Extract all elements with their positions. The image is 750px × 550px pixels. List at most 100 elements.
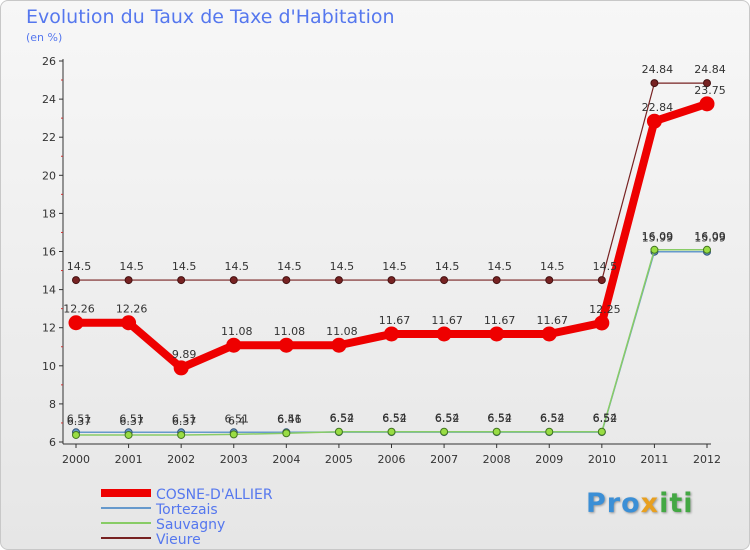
data-point: [282, 429, 291, 438]
data-label: 6.51: [67, 412, 92, 425]
data-label: 12.25: [589, 303, 621, 316]
data-point: [121, 315, 137, 331]
x-tick-label: 2009: [535, 453, 563, 466]
data-point: [173, 360, 189, 376]
data-label: 9.89: [172, 348, 197, 361]
data-label: 24.84: [694, 63, 726, 76]
data-point: [226, 337, 242, 353]
data-point: [436, 326, 452, 342]
x-tick-label: 2011: [640, 453, 668, 466]
data-point: [594, 315, 610, 331]
data-label: 6.37: [67, 415, 92, 428]
data-point: [492, 276, 501, 285]
data-label: 6.54: [435, 412, 460, 425]
data-label: 6.37: [119, 415, 144, 428]
y-tick-label: 20: [42, 169, 56, 182]
data-point: [646, 113, 662, 129]
x-tick-label: 2001: [115, 453, 143, 466]
data-point: [384, 326, 399, 342]
data-label: 6.51: [277, 412, 302, 425]
legend-label: Vieure: [156, 532, 201, 548]
data-label: 6.54: [382, 412, 407, 425]
data-point: [650, 245, 659, 254]
data-label: 16.09: [642, 230, 674, 243]
x-tick-label: 2008: [483, 453, 511, 466]
legend-label: Tortezais: [155, 502, 218, 518]
data-label: 6.52: [435, 412, 460, 425]
y-tick-label: 18: [42, 207, 56, 220]
data-point: [545, 276, 554, 285]
data-label: 11.08: [221, 325, 253, 338]
x-tick-label: 2010: [588, 453, 616, 466]
data-point: [703, 79, 711, 88]
data-label: 14.5: [540, 260, 565, 273]
data-point: [440, 427, 449, 436]
data-point: [440, 276, 449, 285]
chart-title: Evolution du Taux de Taxe d'Habitation: [26, 6, 395, 28]
data-point: [229, 276, 238, 285]
data-label: 11.08: [326, 325, 358, 338]
data-point: [177, 276, 186, 285]
data-label: 14.5: [67, 260, 92, 273]
proxiti-logo: Proxiti: [586, 488, 694, 519]
data-label: 14.5: [330, 260, 355, 273]
data-label: 24.84: [642, 63, 674, 76]
data-label: 6.54: [330, 412, 355, 425]
data-label: 11.08: [274, 325, 306, 338]
x-tick-label: 2007: [430, 453, 458, 466]
logo-part-1: Pro: [586, 488, 641, 519]
y-tick-label: 6: [49, 436, 56, 449]
data-label: 6.51: [172, 412, 197, 425]
data-point: [387, 276, 396, 285]
series-line: [76, 82, 707, 281]
data-label: 6.54: [487, 412, 512, 425]
y-tick-label: 12: [42, 322, 56, 335]
legend-label: Sauvagny: [156, 517, 225, 533]
data-label: 6.37: [172, 415, 197, 428]
data-label: 22.84: [642, 101, 674, 114]
data-point: [492, 427, 501, 436]
data-label: 6.4: [228, 414, 246, 427]
x-tick-label: 2004: [272, 453, 300, 466]
data-label: 14.5: [172, 260, 197, 273]
y-tick-label: 8: [49, 398, 56, 411]
data-label: 11.67: [379, 314, 411, 327]
data-label: 12.26: [63, 303, 95, 316]
data-point: [124, 430, 133, 439]
x-tick-label: 2012: [693, 453, 721, 466]
data-label: 6.52: [593, 412, 618, 425]
data-point: [72, 430, 80, 439]
y-tick-label: 14: [42, 284, 56, 297]
x-tick-label: 2006: [378, 453, 406, 466]
data-point: [387, 427, 396, 436]
x-tick-label: 2002: [167, 453, 195, 466]
data-point: [703, 245, 711, 254]
series-vieure: [72, 79, 711, 285]
data-label: 6.52: [540, 412, 565, 425]
y-tick-label: 10: [42, 360, 56, 373]
data-label: 16.09: [694, 230, 726, 243]
data-label: 6.52: [487, 412, 512, 425]
data-label: 14.5: [487, 260, 512, 273]
x-tick-label: 2005: [325, 453, 353, 466]
legend-label: COSNE-D'ALLIER: [156, 487, 273, 503]
x-tick-label: 2003: [220, 453, 248, 466]
data-point: [699, 96, 715, 112]
data-point: [545, 427, 554, 436]
logo-part-3: iti: [659, 488, 694, 519]
data-point: [334, 427, 343, 436]
data-label: 14.5: [119, 260, 144, 273]
data-label: 6.52: [330, 412, 355, 425]
data-label: 12.26: [116, 303, 148, 316]
logo-part-2: x: [640, 488, 660, 519]
y-tick-label: 22: [42, 131, 56, 144]
data-label: 6.54: [540, 412, 565, 425]
data-label: 15.99: [642, 232, 674, 245]
data-label: 6.52: [382, 412, 407, 425]
data-label: 11.67: [484, 314, 516, 327]
data-point: [541, 326, 557, 342]
data-point: [278, 337, 294, 353]
